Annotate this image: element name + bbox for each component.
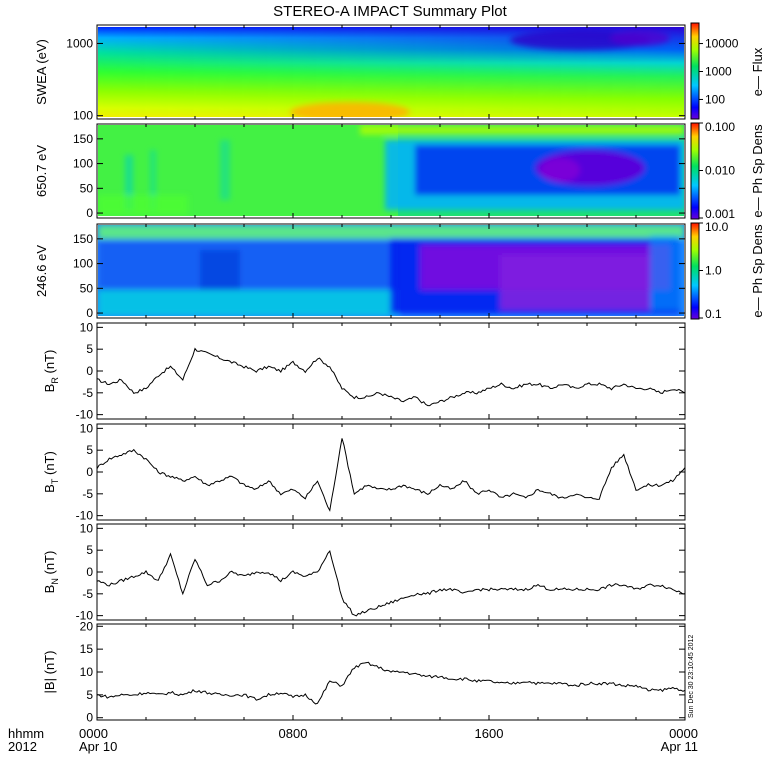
colorbar-label-2: e— Ph Sp Dens	[750, 224, 765, 318]
spec-ytick-label-0-0: 100	[73, 109, 93, 123]
spec-ylabel-1: 650.7 eV	[34, 145, 49, 197]
line-ylabel-unit-2: (nT)	[42, 551, 57, 575]
line-ytick-label-3-0: 0	[86, 711, 93, 725]
line-ylabel-main-0: B	[42, 384, 57, 393]
line-ylabel-2: BN (nT)	[42, 551, 61, 594]
line-ylabel-1: BT (nT)	[42, 451, 61, 493]
spec-ylabel-0: SWEA (eV)	[34, 39, 49, 105]
line-ylabel-main-1: B	[42, 484, 57, 493]
spec-ytick-label-2-0: 0	[86, 306, 93, 320]
colorbar-tick-label-0-1: 1000	[705, 65, 732, 79]
line-ytick-label-2-4: 10	[80, 521, 94, 535]
line-ylabel-3: |B| (nT)	[42, 651, 57, 694]
colorbar-tick-label-1-1: 0.010	[705, 164, 735, 178]
line-ytick-label-1-2: 0	[86, 465, 93, 479]
line-ylabel-sub-2: N	[50, 578, 60, 585]
line-ylabel-unit-0: (nT)	[42, 350, 57, 374]
colorbar-tick-label-2-2: 10.0	[705, 220, 729, 234]
x-tick-label-2: 1600	[475, 726, 504, 741]
swea-spectrogram	[98, 27, 684, 117]
line-ytick-label-0-0: -10	[76, 408, 94, 422]
line-ytick-label-1-3: 5	[86, 443, 93, 457]
colorbar-label-0: e— Flux	[750, 47, 765, 96]
line-ytick-label-3-2: 10	[80, 665, 94, 679]
x-tick-label-0: 0000	[79, 726, 108, 741]
line-ylabel-main-2: B	[42, 585, 57, 594]
chart-title: STEREO-A IMPACT Summary Plot	[273, 3, 507, 20]
colorbar-tick-label-2-0: 0.1	[705, 307, 722, 321]
line-ytick-label-2-0: -10	[76, 609, 94, 623]
colorbar-tick-label-0-0: 100	[705, 92, 725, 106]
line-ylabel-unit-1: (nT)	[42, 451, 57, 475]
pad-650-spectrogram	[98, 125, 684, 216]
line-frame-2	[96, 523, 686, 621]
colorbar-tick-label-2-1: 1.0	[705, 264, 722, 278]
colorbar-tick-label-1-0: 0.001	[705, 207, 735, 221]
line-ylabel-unit-3: (nT)	[42, 651, 57, 675]
spec-ytick-label-1-3: 150	[73, 132, 93, 146]
line-ytick-label-0-2: 0	[86, 364, 93, 378]
line-ytick-label-3-3: 15	[80, 642, 94, 656]
line-ytick-label-3-1: 5	[86, 688, 93, 702]
line-ytick-label-3-4: 20	[80, 619, 94, 633]
spec-ytick-label-1-2: 100	[73, 157, 93, 171]
colorbar-tick-label-0-2: 10000	[705, 37, 739, 51]
spec-ytick-label-1-0: 0	[86, 206, 93, 220]
traces-layer	[96, 347, 686, 705]
trace-BT	[96, 438, 686, 512]
spec-ytick-label-0-1: 1000	[66, 36, 93, 50]
x-corner-label-year: 2012	[8, 739, 37, 754]
spec-ytick-label-2-2: 100	[73, 257, 93, 271]
x-tick-label-3: 0000	[669, 726, 698, 741]
pad-246-spectrogram	[98, 225, 684, 316]
colorbar-label-1: e— Ph Sp Dens	[750, 124, 765, 218]
line-ytick-label-1-1: -5	[82, 487, 93, 501]
x-tick-label-1: 0800	[279, 726, 308, 741]
line-ylabel-sub-1: T	[50, 478, 60, 484]
line-ytick-label-2-2: 0	[86, 565, 93, 579]
x-date-label-start: Apr 10	[79, 739, 117, 754]
pad-246-colorbar	[690, 222, 700, 320]
spec-ytick-label-1-1: 50	[80, 181, 94, 195]
pad-650-colorbar	[690, 122, 700, 220]
trace-BR	[96, 347, 686, 407]
colorbar-tick-label-1-2: 0.100	[705, 120, 735, 134]
line-ylabel-main-3: |B|	[42, 678, 57, 693]
line-ylabel-0: BR (nT)	[42, 350, 61, 393]
spec-ylabel-2: 246.6 eV	[34, 245, 49, 297]
x-corner-label-time: hhmm	[8, 726, 44, 741]
trace-BN	[96, 550, 686, 617]
line-ytick-label-0-1: -5	[82, 386, 93, 400]
trace-B	[96, 661, 686, 705]
spec-ytick-label-2-1: 50	[80, 281, 94, 295]
line-ytick-label-0-4: 10	[80, 320, 94, 334]
line-ytick-label-0-3: 5	[86, 342, 93, 356]
spec-ytick-label-2-3: 150	[73, 232, 93, 246]
line-ytick-label-1-0: -10	[76, 509, 94, 523]
line-ytick-label-2-3: 5	[86, 543, 93, 557]
line-ylabel-sub-0: R	[50, 377, 60, 384]
line-ytick-label-1-4: 10	[80, 421, 94, 435]
line-frame-0	[96, 322, 686, 420]
timestamp-side-text: Sun Dec 30 23:10:45 2012	[688, 635, 695, 718]
line-ytick-label-2-1: -5	[82, 587, 93, 601]
line-frame-1	[96, 423, 686, 521]
swea-colorbar	[690, 22, 700, 120]
x-date-label-end: Apr 11	[661, 739, 698, 754]
